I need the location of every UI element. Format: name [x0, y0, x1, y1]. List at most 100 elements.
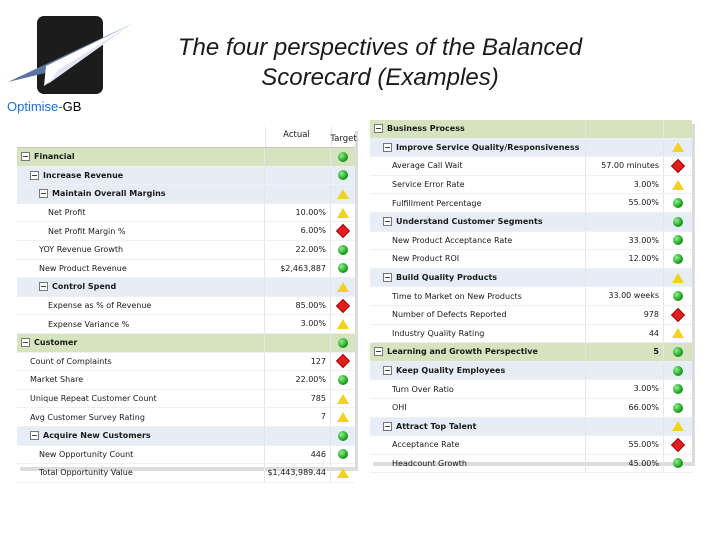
left-rows: Financial Increase Revenue Maintain Overal… [17, 148, 355, 483]
status-green-icon [673, 291, 683, 302]
row-target-cell [663, 436, 692, 454]
table-row[interactable]: Acceptance Rate 55.00% [370, 436, 692, 455]
row-label: Market Share [30, 375, 84, 385]
row-value: $2,463,887 [264, 259, 330, 278]
table-row[interactable]: New Product Acceptance Rate 33.00% [370, 231, 692, 251]
table-row[interactable]: Fulfillment Percentage 55.00% [370, 194, 692, 213]
table-row[interactable]: Market Share 22.00% [17, 371, 355, 390]
table-row[interactable]: Expense as % of Revenue 85.00% [17, 296, 355, 316]
table-row[interactable]: Business Process [370, 120, 692, 139]
status-red-icon [335, 354, 351, 369]
row-value: 44 [585, 324, 663, 343]
table-row[interactable]: Keep Quality Employees [370, 361, 692, 381]
row-label: Acceptance Rate [392, 440, 460, 450]
collapse-toggle-icon[interactable] [374, 347, 383, 357]
collapse-toggle-icon[interactable] [30, 431, 39, 441]
table-row[interactable]: Control Spend [17, 278, 355, 297]
table-row[interactable]: Headcount Growth 45.00% [370, 454, 692, 474]
col-actual-header[interactable]: Actual [265, 127, 331, 147]
collapse-toggle-icon[interactable] [374, 124, 383, 134]
row-name-cell: Time to Market on New Products [370, 292, 585, 301]
row-value: 33.00 weeks [585, 287, 663, 305]
collapse-toggle-icon[interactable] [383, 421, 392, 431]
table-row[interactable]: Financial [17, 148, 355, 167]
table-row[interactable]: Increase Revenue [17, 166, 355, 186]
table-row[interactable]: Turn Over Ratio 3.00% [370, 380, 692, 399]
collapse-toggle-icon[interactable] [383, 366, 392, 376]
row-label: Financial [34, 152, 75, 162]
col-target-header[interactable]: Target [330, 127, 357, 147]
row-label: New Product Acceptance Rate [392, 235, 513, 245]
status-red-icon [670, 158, 686, 174]
title-line-1: The four perspectives of the Balanced [177, 34, 583, 61]
row-target-cell [663, 305, 692, 324]
table-row[interactable]: Service Error Rate 3.00% [370, 175, 692, 195]
table-row[interactable]: Net Profit Margin % 6.00% [17, 222, 355, 241]
row-target-cell [663, 175, 692, 194]
row-label: Build Quality Products [396, 273, 498, 283]
row-target-cell [663, 120, 692, 138]
row-value [585, 138, 663, 157]
row-label: Count of Complaints [30, 356, 112, 366]
table-row[interactable]: New Product Revenue $2,463,887 [17, 259, 355, 279]
status-yellow-icon [337, 281, 349, 292]
table-row[interactable]: Acquire New Customers [17, 426, 355, 446]
table-row[interactable]: OHI 66.00% [370, 398, 692, 418]
row-value: 10.00% [264, 203, 330, 222]
row-label: Understand Customer Segments [396, 217, 543, 227]
left-table-header: Actual Target [17, 127, 357, 148]
row-name-cell: Customer [17, 338, 264, 348]
table-row[interactable]: Industry Quality Rating 44 [370, 324, 692, 344]
table-row[interactable]: Avg Customer Survey Rating 7 [17, 408, 355, 427]
table-row[interactable]: Count of Complaints 127 [17, 352, 355, 372]
collapse-toggle-icon[interactable] [30, 170, 39, 180]
collapse-toggle-icon[interactable] [383, 142, 392, 152]
left-scorecard-panel: Actual Target Financial Increase Revenue M… [17, 127, 357, 483]
status-green-icon [673, 216, 683, 227]
status-green-icon [673, 253, 683, 264]
table-row[interactable]: Maintain Overall Margins [17, 185, 355, 204]
table-row[interactable]: Number of Defects Reported 978 [370, 305, 692, 325]
table-row[interactable]: YOY Revenue Growth 22.00% [17, 240, 355, 260]
table-row[interactable]: Improve Service Quality/Responsiveness [370, 138, 692, 158]
row-name-cell: New Opportunity Count [17, 450, 264, 459]
table-row[interactable]: New Product ROI 12.00% [370, 250, 692, 269]
table-row[interactable]: Unique Repeat Customer Count 785 [17, 389, 355, 409]
collapse-toggle-icon[interactable] [21, 338, 30, 348]
row-name-cell: Increase Revenue [17, 170, 264, 180]
collapse-toggle-icon[interactable] [383, 217, 392, 227]
row-target-cell [330, 426, 355, 445]
row-value: 785 [264, 389, 330, 408]
table-row[interactable]: Understand Customer Segments [370, 212, 692, 232]
table-row[interactable]: Learning and Growth Perspective 5 [370, 343, 692, 362]
status-yellow-icon [672, 421, 684, 432]
status-green-icon [673, 384, 683, 395]
row-value [585, 268, 663, 287]
row-target-cell [330, 222, 355, 240]
collapse-toggle-icon[interactable] [39, 282, 48, 292]
table-row[interactable]: Customer [17, 333, 355, 353]
table-row[interactable]: Time to Market on New Products 33.00 week… [370, 287, 692, 306]
status-yellow-icon [337, 467, 349, 478]
table-row[interactable]: Attract Top Talent [370, 417, 692, 437]
collapse-toggle-icon[interactable] [21, 152, 30, 162]
table-row[interactable]: Expense Variance % 3.00% [17, 315, 355, 334]
status-yellow-icon [672, 179, 684, 190]
table-row[interactable]: Total Opportunity Value $1,443,989.44 [17, 464, 355, 483]
status-red-icon [335, 298, 351, 313]
table-row[interactable]: New Opportunity Count 446 [17, 445, 355, 465]
row-value: 66.00% [585, 398, 663, 417]
row-value [264, 333, 330, 352]
status-green-icon [673, 346, 683, 357]
collapse-toggle-icon[interactable] [39, 189, 48, 199]
row-name-cell: Maintain Overall Margins [17, 189, 264, 199]
status-green-icon [673, 365, 683, 376]
collapse-toggle-icon[interactable] [383, 273, 392, 283]
status-yellow-icon [672, 272, 684, 283]
table-row[interactable]: Average Call Wait 57.00 minutes [370, 157, 692, 176]
row-target-cell [330, 259, 355, 278]
table-row[interactable]: Build Quality Products [370, 268, 692, 288]
row-name-cell: Understand Customer Segments [370, 217, 585, 227]
row-name-cell: Total Opportunity Value [17, 468, 264, 477]
table-row[interactable]: Net Profit 10.00% [17, 203, 355, 223]
